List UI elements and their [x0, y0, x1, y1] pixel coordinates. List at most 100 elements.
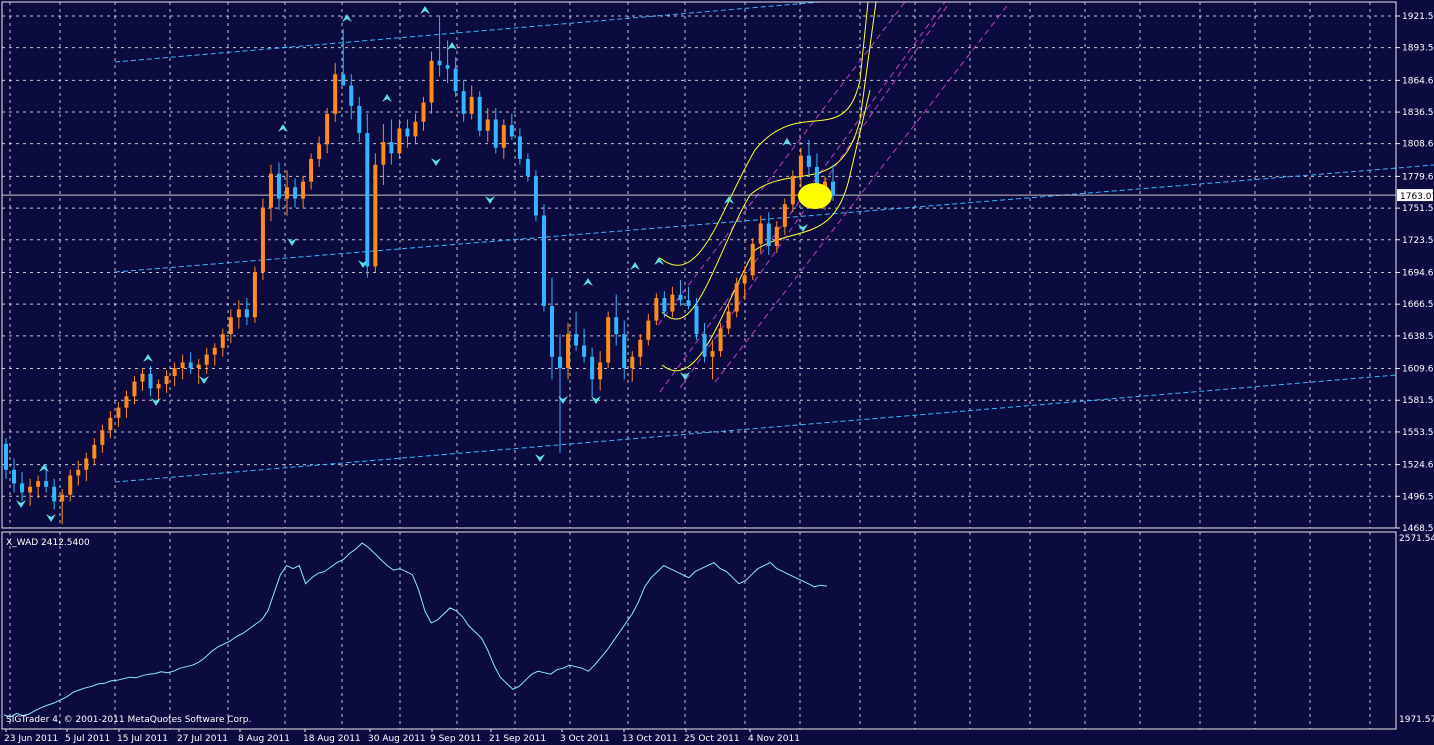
- price-tick-label: 1609.60: [1402, 365, 1434, 375]
- candle-body: [429, 60, 434, 103]
- price-tick-label: 1893.55: [1402, 44, 1434, 54]
- candle-body: [798, 155, 803, 176]
- candle-body: [790, 175, 795, 205]
- candle-body: [60, 494, 65, 502]
- time-tick-label: 27 Jul 2011: [177, 734, 228, 744]
- candle-body: [204, 354, 209, 365]
- candle-body: [766, 223, 771, 247]
- price-tick-label: 1779.60: [1402, 172, 1434, 182]
- indicator-tick-label: 1971.57: [1399, 715, 1434, 725]
- candle-body: [493, 119, 498, 148]
- indicator-title: X_WAD 2412.5400: [6, 538, 90, 548]
- candle-body: [638, 339, 643, 357]
- candle-body: [236, 309, 241, 318]
- candle-body: [172, 368, 177, 376]
- candle-body: [76, 469, 81, 476]
- candle-body: [670, 294, 675, 312]
- candle-body: [244, 309, 249, 318]
- channel-line-mid: [114, 164, 1434, 273]
- candle-body: [614, 317, 619, 335]
- candle-body: [36, 481, 41, 487]
- fractal-down-arrow: [287, 238, 297, 246]
- time-tick-label: 3 Oct 2011: [560, 734, 610, 744]
- candle-body: [317, 144, 322, 160]
- candle-body: [156, 383, 161, 389]
- candle-body: [686, 300, 691, 306]
- candle-body: [654, 298, 659, 321]
- candle-body: [718, 328, 723, 352]
- candle-body: [397, 128, 402, 154]
- candle-body: [469, 96, 474, 114]
- candle-body: [606, 317, 611, 363]
- candle-body: [180, 362, 185, 369]
- candle-body: [782, 204, 787, 227]
- fractal-down-arrow: [358, 260, 368, 268]
- candle-body: [622, 334, 627, 369]
- time-tick-label: 30 Aug 2011: [368, 734, 426, 744]
- candle-body: [4, 443, 8, 470]
- price-tick-label: 1666.55: [1402, 300, 1434, 310]
- candle-body: [365, 133, 370, 267]
- price-tick-label: 1524.60: [1402, 461, 1434, 471]
- candle-body: [806, 155, 811, 167]
- x-wad-line: [3, 542, 828, 718]
- candle-body: [116, 407, 121, 418]
- price-axis: 1921.55 1893.55 1864.60 1836.55 1808.60 1779.…: [1396, 12, 1434, 725]
- time-tick-label: 4 Nov 2011: [748, 734, 800, 744]
- candle-body: [758, 223, 763, 244]
- price-tick-label: 1496.55: [1402, 492, 1434, 502]
- fractal-up-arrow: [278, 124, 288, 132]
- indicator-tick-label: 2571.54: [1399, 534, 1434, 544]
- time-tick-label: 5 Jul 2011: [65, 734, 110, 744]
- price-tick-label: 1864.60: [1402, 76, 1434, 86]
- candles: [4, 15, 835, 525]
- time-tick-label: 25 Oct 2011: [684, 734, 740, 744]
- candle-body: [252, 272, 257, 318]
- candle-body: [630, 356, 635, 369]
- grid: [2, 2, 1396, 729]
- envelope-lower: [661, 89, 871, 372]
- fractal-up-arrow: [630, 262, 640, 270]
- overlays: [2, 1, 1434, 483]
- candle-body: [533, 175, 538, 216]
- candle-body: [582, 345, 587, 357]
- candle-body: [108, 417, 113, 431]
- candle-body: [678, 294, 683, 301]
- channel-line-top: [114, 1, 821, 63]
- price-tick-label: 1581.55: [1402, 396, 1434, 406]
- candle-body: [220, 334, 225, 348]
- candle-body: [477, 96, 482, 131]
- candle-body: [501, 125, 506, 148]
- candle-body: [341, 74, 346, 86]
- candle-body: [574, 334, 579, 346]
- current-price-box: [1397, 189, 1433, 202]
- fractal-down-arrow: [151, 398, 161, 406]
- fractal-up-arrow: [782, 138, 792, 146]
- fractal-down-arrow: [199, 376, 209, 384]
- candle-body: [276, 173, 281, 199]
- time-tick-label: 15 Jul 2011: [117, 734, 168, 744]
- fractal-down-arrow: [680, 372, 690, 380]
- candle-body: [188, 362, 193, 369]
- fractal-down-arrow: [46, 514, 56, 522]
- candle-body: [558, 356, 563, 369]
- candle-body: [485, 119, 490, 131]
- fractal-down-arrow: [591, 396, 601, 404]
- candle-body: [774, 226, 779, 247]
- price-tick-label: 1723.55: [1402, 236, 1434, 246]
- candle-body: [710, 351, 715, 357]
- time-tick-label: 13 Oct 2011: [622, 734, 678, 744]
- candle-body: [44, 481, 49, 487]
- copyright-label: SIGTrader 4, © 2001-2011 MetaQuotes Soft…: [6, 715, 251, 725]
- fractal-up-arrow: [39, 464, 49, 472]
- candle-body: [445, 65, 450, 69]
- fractal-up-arrow: [342, 14, 352, 22]
- candle-body: [92, 444, 97, 459]
- highlight-marker: [798, 183, 832, 209]
- candle-body: [831, 181, 835, 196]
- fractal-up-arrow: [382, 94, 392, 102]
- candle-body: [124, 396, 129, 408]
- candle-body: [549, 305, 554, 357]
- candle-body: [702, 334, 707, 357]
